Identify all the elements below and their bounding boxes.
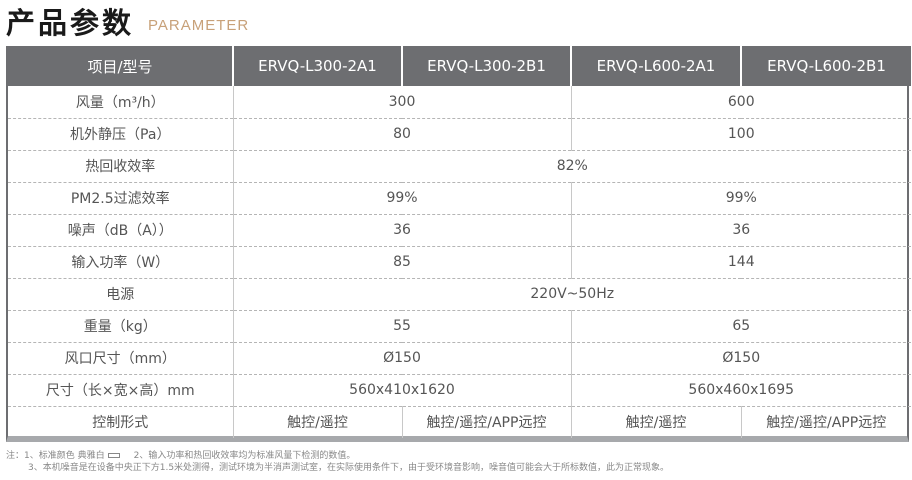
cell-value: 触控/遥控/APP远控 <box>401 405 571 438</box>
cell-value: 560x410x1620 <box>232 373 571 406</box>
cell-value: 220V~50Hz <box>232 277 911 310</box>
footnotes: 注：1、标准颜色 典雅白 2、输入功率和热回收效率均为标准风量下检测的数值。 3、… <box>6 450 669 474</box>
cell-value: 82% <box>232 149 911 182</box>
table-row: 输入功率（W） 85 144 <box>8 245 911 278</box>
row-label: PM2.5过滤效率 <box>8 181 233 214</box>
row-label: 尺寸（长×宽×高）mm <box>8 373 233 406</box>
row-label: 重量（kg） <box>8 309 233 342</box>
cell-value: 99% <box>570 181 911 214</box>
table-row: 噪声（dB（A）） 36 36 <box>8 213 911 246</box>
table-row: 重量（kg） 55 65 <box>8 309 911 342</box>
column-header-model: ERVQ-L300-2A1 <box>232 46 402 86</box>
row-label: 机外静压（Pa） <box>8 117 233 150</box>
cell-value: 触控/遥控/APP远控 <box>740 405 911 438</box>
page-header: 产品参数 PARAMETER <box>6 0 249 40</box>
cell-value: 600 <box>570 86 911 118</box>
cell-value: 560x460x1695 <box>570 373 911 406</box>
table-row: 风口尺寸（mm） Ø150 Ø150 <box>8 341 911 374</box>
cell-value: 85 <box>232 245 571 278</box>
color-swatch-icon <box>107 453 120 458</box>
cell-value: Ø150 <box>232 341 571 374</box>
footnote-1: 注：1、标准颜色 典雅白 <box>6 451 105 461</box>
row-label: 风口尺寸（mm） <box>8 341 233 374</box>
cell-value: 99% <box>232 181 571 214</box>
cell-value: 100 <box>570 117 911 150</box>
cell-value: 144 <box>570 245 911 278</box>
row-label: 控制形式 <box>8 405 233 438</box>
page-subtitle: PARAMETER <box>148 17 250 34</box>
column-header-model: ERVQ-L300-2B1 <box>401 46 571 86</box>
column-header-model: ERVQ-L600-2A1 <box>570 46 741 86</box>
table-row: 控制形式 触控/遥控 触控/遥控/APP远控 触控/遥控 触控/遥控/APP远控 <box>8 405 911 438</box>
table-row: PM2.5过滤效率 99% 99% <box>8 181 911 214</box>
footnote-line: 注：1、标准颜色 典雅白 2、输入功率和热回收效率均为标准风量下检测的数值。 <box>6 450 669 462</box>
cell-value: 300 <box>232 86 571 118</box>
column-header-item: 项目/型号 <box>8 46 233 86</box>
cell-value: 36 <box>570 213 911 246</box>
cell-value: 80 <box>232 117 571 150</box>
table-row: 机外静压（Pa） 80 100 <box>8 117 911 150</box>
row-label: 电源 <box>8 277 233 310</box>
footnote-2: 2、输入功率和热回收效率均为标准风量下检测的数值。 <box>133 451 356 461</box>
cell-value: 36 <box>232 213 571 246</box>
page-title: 产品参数 <box>6 6 135 40</box>
cell-value: 触控/遥控 <box>232 405 402 438</box>
table-row: 热回收效率 82% <box>8 149 911 182</box>
table-row: 尺寸（长×宽×高）mm 560x410x1620 560x460x1695 <box>8 373 911 406</box>
column-header-model: ERVQ-L600-2B1 <box>740 46 911 86</box>
cell-value: Ø150 <box>570 341 911 374</box>
parameter-table: 项目/型号 ERVQ-L300-2A1 ERVQ-L300-2B1 ERVQ-L… <box>6 46 911 442</box>
row-label: 输入功率（W） <box>8 245 233 278</box>
table-row: 风量（m³/h） 300 600 <box>8 86 911 118</box>
footnote-3: 3、本机噪音是在设备中央正下方1.5米处测得，测试环境为半消声测试室，在实际使用… <box>28 463 670 473</box>
row-label: 风量（m³/h） <box>75 94 165 111</box>
table-row: 电源 220V~50Hz <box>8 277 911 310</box>
cell-value: 65 <box>570 309 911 342</box>
table-header-row: 项目/型号 ERVQ-L300-2A1 ERVQ-L300-2B1 ERVQ-L… <box>8 46 911 86</box>
cell-value: 触控/遥控 <box>570 405 741 438</box>
row-label: 热回收效率 <box>8 149 233 182</box>
cell-value: 55 <box>232 309 571 342</box>
row-label: 噪声（dB（A）） <box>8 213 233 246</box>
